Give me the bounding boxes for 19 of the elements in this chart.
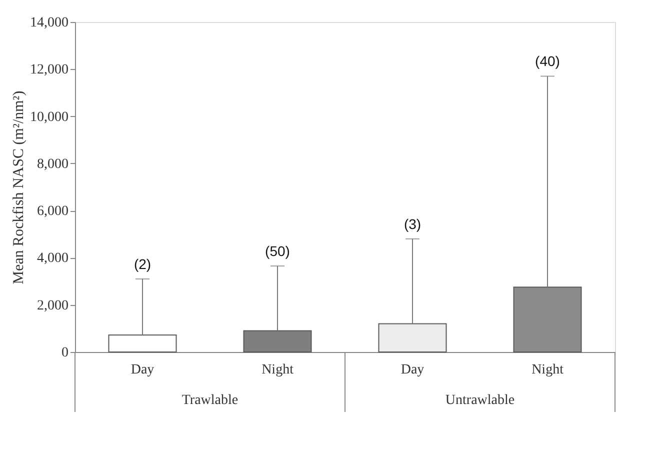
y-tick-label: 2,000 [37,298,68,314]
x-tick-label: Day [130,362,154,378]
y-tick-label: 4,000 [37,251,68,266]
annotation: (3) [404,216,422,232]
x-tick-label: Night [262,362,294,378]
x-tick-label: Night [532,362,564,378]
text: Untrawlable [445,393,515,408]
y-tick-label: 8,000 [37,156,68,172]
y-tick-label: 0 [62,346,68,360]
annotation: (40) [535,53,560,70]
annotation: (2) [134,256,152,272]
y-tick-label: 6,000 [37,204,68,220]
y-tick-label: 14,000 [30,16,68,30]
annotation: (50) [265,242,290,259]
x-tick-label: Day [400,362,424,378]
y-axis-title: Mean Rockfish NASC (m²/nm²) [11,90,27,284]
y-tick-label: 10,000 [30,110,68,125]
y-tick-label: 12,000 [30,62,68,78]
text: Trawlable [182,393,238,408]
